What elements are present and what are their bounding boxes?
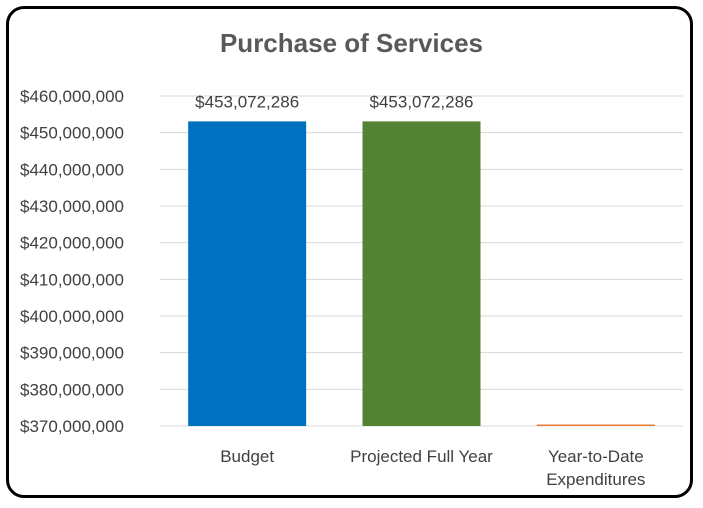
y-tick-label: $460,000,000 [20, 87, 124, 106]
y-tick-label: $420,000,000 [20, 234, 124, 253]
bar-2 [536, 424, 655, 426]
bar-1 [362, 121, 481, 427]
y-tick-label: $410,000,000 [20, 270, 124, 289]
data-label: $453,072,286 [370, 92, 474, 111]
data-labels: $453,072,286 $453,072,286 [195, 92, 473, 111]
category-label-line: Expenditures [546, 470, 645, 489]
y-tick-label: $430,000,000 [20, 197, 124, 216]
category-label: Projected Full Year [350, 447, 493, 466]
chart-frame [6, 6, 693, 498]
category-label: Budget [220, 447, 274, 466]
y-tick-label: $440,000,000 [20, 160, 124, 179]
category-label-line: Year-to-Date [548, 447, 644, 466]
y-tick-label: $450,000,000 [20, 124, 124, 143]
data-label: $453,072,286 [195, 92, 299, 111]
y-axis-tick-labels: $370,000,000 $380,000,000 $390,000,000 $400… [20, 87, 124, 436]
x-axis-category-labels: Budget Projected Full Year Year-to-Date Exp… [220, 447, 645, 489]
chart-title: Purchase of Services [219, 28, 484, 58]
category-label: Year-to-Date Expenditures [546, 447, 645, 489]
y-tick-label: $400,000,000 [20, 307, 124, 326]
y-tick-label: $390,000,000 [20, 344, 124, 363]
y-tick-label: $380,000,000 [20, 380, 124, 399]
category-label-line: Budget [220, 447, 274, 466]
category-label-line: Projected Full Year [350, 447, 493, 466]
y-tick-label: $370,000,000 [20, 417, 124, 436]
bars [188, 121, 655, 427]
bar-0 [188, 121, 307, 427]
